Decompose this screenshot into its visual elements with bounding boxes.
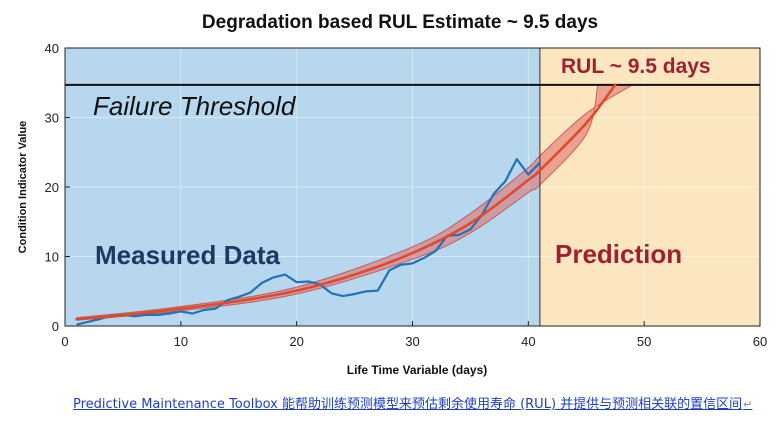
rul-label: RUL ~ 9.5 days <box>561 55 711 78</box>
prediction-label: Prediction <box>555 239 682 269</box>
y-tick-label: 30 <box>45 111 59 126</box>
paragraph-mark-icon: ↵ <box>743 398 753 411</box>
caption-text: Predictive Maintenance Toolbox 能帮助训练预测模型… <box>73 397 743 412</box>
y-tick-label: 20 <box>45 180 59 195</box>
failure-threshold-label: Failure Threshold <box>93 91 297 121</box>
measured-data-label: Measured Data <box>95 240 280 270</box>
x-tick-label: 0 <box>61 334 68 349</box>
y-axis-label: Condition Indicator Value <box>17 121 29 254</box>
confidence-band-lower-line <box>76 84 599 321</box>
x-axis-label: Life Time Variable (days) <box>347 363 488 377</box>
y-axis-ticks: 0 10 20 30 40 <box>45 41 70 334</box>
fit-prediction-line <box>75 83 617 321</box>
x-tick-label: 20 <box>289 334 303 349</box>
measured-data-line <box>76 158 541 326</box>
confidence-band-upper-line <box>76 84 633 319</box>
x-tick-label: 50 <box>637 334 651 349</box>
rul-chart: Degradation based RUL Estimate ~ 9.5 day… <box>17 12 767 377</box>
caption-link[interactable]: Predictive Maintenance Toolbox 能帮助训练预测模型… <box>73 393 752 412</box>
grid-lines <box>65 48 760 326</box>
x-tick-label: 40 <box>521 334 535 349</box>
x-axis-ticks: 0 10 20 30 40 50 60 <box>61 321 767 349</box>
x-tick-label: 10 <box>174 334 188 349</box>
prediction-region <box>539 48 760 326</box>
chart-title: Degradation based RUL Estimate ~ 9.5 day… <box>202 12 598 33</box>
measured-data-region <box>65 48 540 326</box>
x-tick-label: 30 <box>405 334 419 349</box>
y-tick-label: 0 <box>52 319 59 334</box>
x-tick-label: 60 <box>753 334 767 349</box>
y-tick-label: 10 <box>45 250 59 265</box>
y-tick-label: 40 <box>45 41 59 56</box>
